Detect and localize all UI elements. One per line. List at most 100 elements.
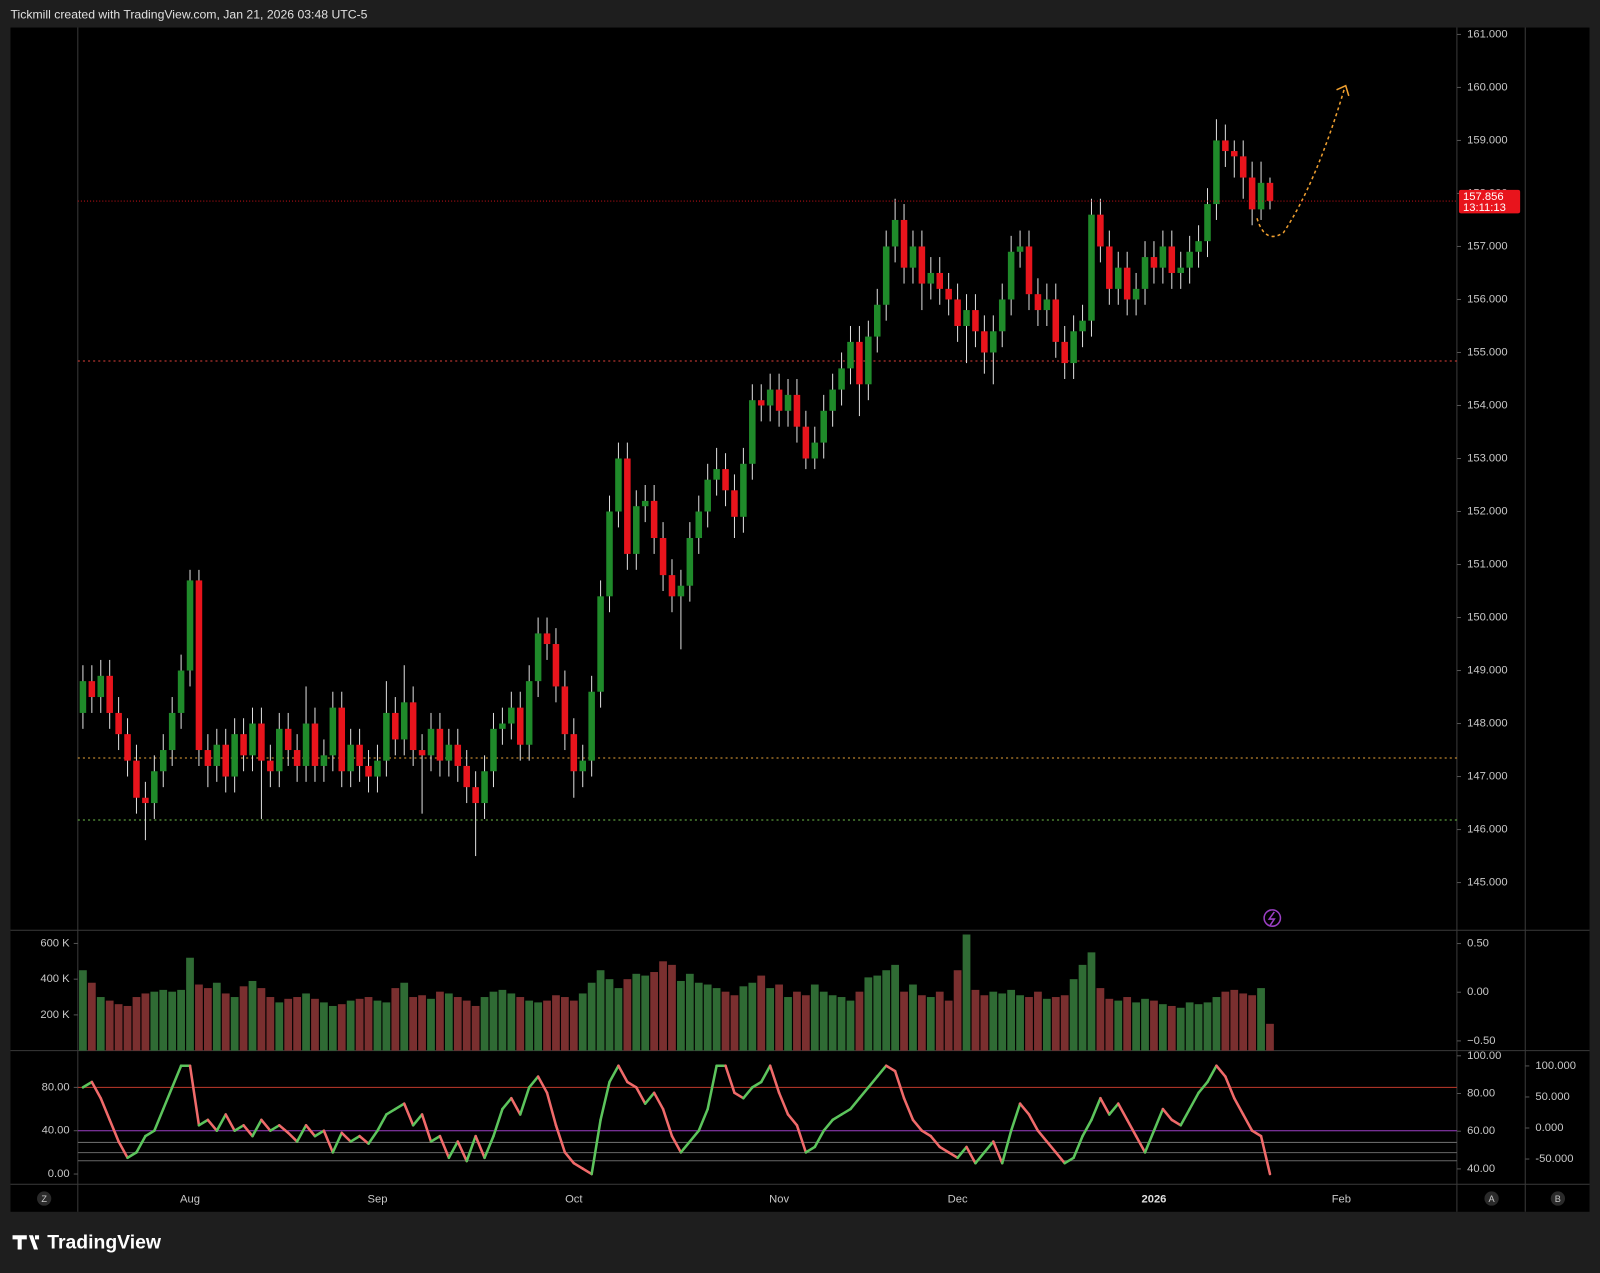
oscillator-segment <box>126 1151 138 1160</box>
button[interactable] <box>37 1191 52 1206</box>
candle-body <box>1204 204 1211 242</box>
button[interactable] <box>1484 1191 1499 1206</box>
x-tick-label: 2026 <box>1141 1194 1166 1206</box>
oscillator-segment <box>1054 1151 1066 1165</box>
oscillator-segment <box>206 1118 219 1132</box>
oscillator-segment <box>751 1080 763 1089</box>
candle-body <box>713 469 720 480</box>
volume-bar <box>266 997 275 1051</box>
button-label[interactable]: Z <box>41 1194 47 1204</box>
oscillator-segment <box>527 1075 540 1089</box>
volume-bar <box>614 988 623 1051</box>
oscillator-segment <box>992 1140 1004 1165</box>
x-tick-label: Oct <box>565 1194 583 1206</box>
oscillator-segment <box>1108 1102 1120 1116</box>
candle-body <box>240 734 247 756</box>
button-label[interactable]: A <box>1489 1194 1496 1204</box>
y-tick-label: 161.000 <box>1467 28 1508 40</box>
volume-bar <box>203 988 212 1051</box>
buttons: Z A B <box>37 1191 1566 1206</box>
volume-bar <box>668 964 676 1051</box>
volume-bar <box>409 997 418 1051</box>
volume-bar <box>337 1004 346 1051</box>
volume-bar <box>114 1004 123 1051</box>
candle-body <box>356 744 363 766</box>
candle-body <box>195 580 203 751</box>
volume-bar <box>775 984 783 1051</box>
oscillator-segment <box>974 1151 986 1165</box>
oscillator-segment <box>652 1091 665 1111</box>
oscillator-segment <box>536 1075 549 1095</box>
candle-body <box>633 506 640 554</box>
volume-bar <box>507 993 516 1051</box>
oscillator-segment <box>929 1134 942 1149</box>
candle-body <box>543 633 551 645</box>
y-tick-label: 40.00 <box>42 1125 70 1137</box>
y-tick-label: 0.000 <box>1535 1122 1563 1134</box>
volume-bar <box>177 989 185 1051</box>
candle-body <box>757 400 765 406</box>
button[interactable] <box>1550 1191 1566 1206</box>
volume-bar <box>1034 991 1042 1051</box>
button-label[interactable]: B <box>1555 1194 1561 1204</box>
candle-body <box>945 288 952 300</box>
oscillator-segment <box>1000 1129 1013 1165</box>
volume-bar <box>1060 995 1069 1051</box>
candle-body <box>963 310 970 326</box>
candle-body <box>784 394 792 411</box>
oscillator-segment <box>474 1134 486 1160</box>
volume-bar <box>989 991 998 1051</box>
oscillator-segment <box>813 1129 825 1149</box>
volume-bar <box>186 957 194 1051</box>
candle-body <box>865 336 872 385</box>
candle-body <box>1248 177 1256 210</box>
candle-body <box>722 469 729 491</box>
volume-bar <box>1257 988 1265 1051</box>
oscillator-segment <box>1116 1102 1129 1122</box>
volume-bar <box>141 993 150 1051</box>
candle-body <box>891 219 899 247</box>
footer-logo[interactable]: TradingView <box>47 1232 162 1254</box>
volume-bar <box>998 993 1007 1051</box>
volume-bar <box>721 991 730 1051</box>
oscillator-segment <box>518 1086 531 1116</box>
oscillator-segment <box>867 1075 879 1089</box>
volume-bar <box>552 995 560 1051</box>
candle-body <box>659 538 667 576</box>
candle-body <box>222 744 229 777</box>
oscillator-segment <box>956 1145 968 1160</box>
y-tick-label: 60.00 <box>1467 1125 1495 1137</box>
candle-body <box>847 341 854 369</box>
y-tick-label: 160.000 <box>1467 81 1508 93</box>
oscillator-segment <box>1241 1113 1254 1132</box>
oscillator-segment <box>1143 1129 1156 1154</box>
candle-body <box>97 675 105 698</box>
oscillator-segment <box>679 1140 692 1154</box>
candle-body <box>186 580 194 671</box>
volume-bar <box>971 989 980 1051</box>
candle-body <box>204 750 212 766</box>
volume-bar <box>382 1002 391 1051</box>
volume-bar <box>328 1005 337 1051</box>
alert-icon[interactable] <box>1263 909 1282 927</box>
candle-body <box>641 500 649 507</box>
oscillator-segment <box>724 1064 736 1095</box>
candle-body <box>981 331 988 353</box>
volume-bar <box>837 997 846 1051</box>
oscillator-segment <box>153 1107 165 1132</box>
y-tick-label: 600 K <box>40 937 70 949</box>
oscillator-segment <box>1233 1096 1245 1116</box>
candle-body <box>293 750 301 766</box>
y-tick-label: 100.000 <box>1535 1060 1576 1072</box>
candle-body <box>258 723 265 761</box>
volume-bar <box>1203 1002 1212 1051</box>
candle-body <box>1123 267 1131 300</box>
y-tick-label: 159.000 <box>1467 134 1508 146</box>
candle-body <box>329 707 337 756</box>
oscillator-segment <box>875 1064 888 1078</box>
volume-bar <box>123 1005 132 1051</box>
volume-bar <box>962 934 971 1051</box>
y-tick-label: 156.000 <box>1467 293 1508 305</box>
y-tick-label: 152.000 <box>1467 505 1508 517</box>
volume-bar <box>596 970 605 1051</box>
